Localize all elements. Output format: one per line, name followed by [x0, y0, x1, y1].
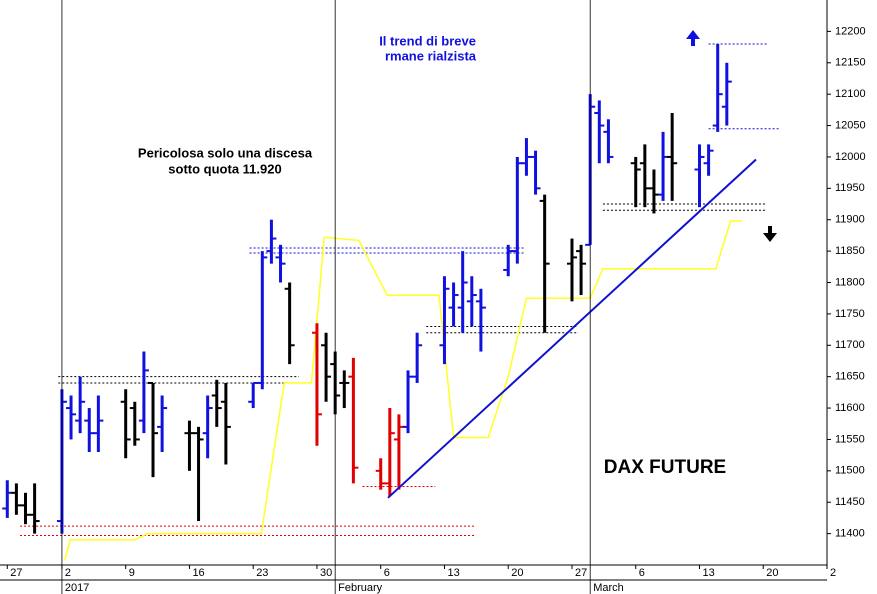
y-tick-label: 11500 — [835, 465, 865, 477]
month-label: March — [593, 582, 624, 594]
y-tick-label: 11450 — [835, 496, 865, 508]
x-tick-label: 13 — [702, 567, 714, 579]
annotation: Pericolosa solo una discesa — [138, 145, 313, 160]
annotation: Il trend di breve — [379, 33, 476, 48]
y-tick-label: 11900 — [835, 214, 865, 226]
x-tick-label: 27 — [575, 567, 587, 579]
y-tick-label: 12150 — [835, 57, 866, 69]
x-tick-label: 2 — [65, 567, 71, 579]
month-label: February — [338, 582, 383, 594]
y-tick-label: 11850 — [835, 245, 865, 257]
x-tick-label: 27 — [10, 567, 22, 579]
month-label: 2017 — [65, 582, 89, 594]
x-tick-label: 13 — [447, 567, 459, 579]
y-tick-label: 12200 — [835, 25, 866, 37]
y-tick-label: 11950 — [835, 182, 865, 194]
y-tick-label: 11650 — [835, 371, 865, 383]
x-tick-label: 20 — [511, 567, 523, 579]
indicator-line — [63, 220, 743, 561]
y-tick-label: 11700 — [835, 339, 865, 351]
x-tick-label: 16 — [192, 567, 204, 579]
x-tick-label: 23 — [256, 567, 268, 579]
y-tick-label: 11550 — [835, 433, 865, 445]
y-tick-label: 11800 — [835, 276, 865, 288]
y-tick-label: 12100 — [835, 88, 866, 100]
y-tick-label: 11400 — [835, 528, 865, 540]
plot-area — [2, 43, 781, 561]
x-tick-label: 9 — [129, 567, 135, 579]
annotation: rmane rialzista — [385, 48, 477, 63]
y-tick-label: 12000 — [835, 151, 866, 163]
down-arrow — [763, 226, 777, 242]
x-tick-label: 6 — [384, 567, 390, 579]
x-tick-label: 20 — [766, 567, 778, 579]
y-tick-label: 12050 — [835, 119, 866, 131]
x-tick-label: 30 — [320, 567, 332, 579]
y-tick-label: 11600 — [835, 402, 865, 414]
annotation: sotto quota 11.920 — [168, 161, 281, 176]
chart-title: DAX FUTURE — [604, 457, 726, 478]
up-arrow — [686, 30, 700, 46]
x-tick-label: 6 — [639, 567, 645, 579]
x-tick-label: 2 — [830, 567, 836, 579]
trend-line — [387, 158, 757, 499]
y-tick-label: 11750 — [835, 308, 865, 320]
